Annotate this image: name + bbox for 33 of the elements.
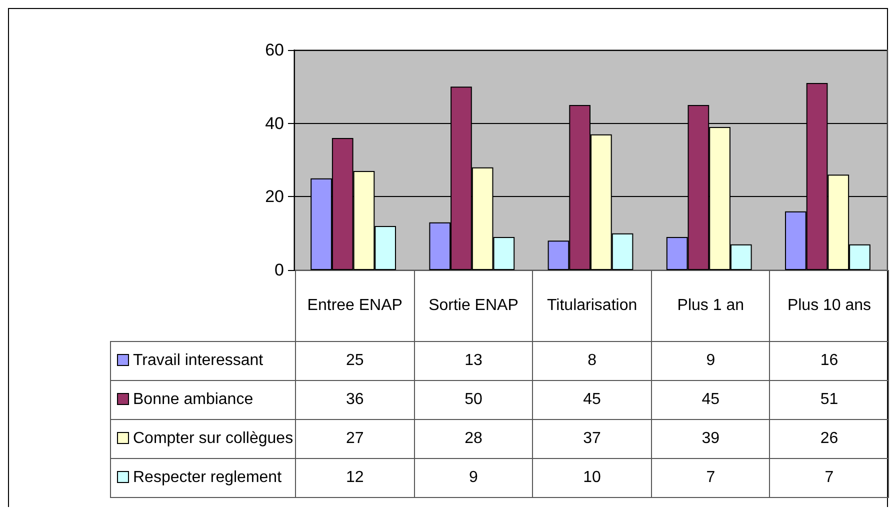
- y-tick-label: 20: [265, 187, 284, 206]
- data-label: 36: [296, 380, 414, 420]
- x-tick-label: Titularisation: [532, 270, 652, 342]
- data-label: 12: [296, 458, 414, 498]
- x-tick-label: Sortie ENAP: [414, 270, 533, 342]
- legend-label: Compter sur collègues: [110, 420, 296, 458]
- y-tick-label: 40: [265, 114, 284, 133]
- x-tick-label: Plus 1 an: [651, 270, 770, 342]
- data-label: 16: [770, 342, 889, 380]
- data-label: 7: [651, 458, 770, 498]
- data-label: 10: [532, 458, 652, 498]
- data-label: 13: [414, 342, 533, 380]
- y-tick-label: 0: [274, 260, 284, 280]
- data-label: 28: [414, 420, 533, 458]
- data-label: 37: [532, 420, 652, 458]
- data-label: 7: [770, 458, 889, 498]
- data-label: 9: [414, 458, 533, 498]
- data-label: 9: [651, 342, 770, 380]
- data-label: 45: [532, 380, 652, 420]
- data-label: 39: [651, 420, 770, 458]
- data-label: 51: [770, 380, 889, 420]
- data-label: 50: [414, 380, 533, 420]
- x-tick-label: Entree ENAP: [296, 270, 414, 342]
- legend-label: Respecter reglement: [110, 458, 296, 498]
- data-label: 8: [532, 342, 652, 380]
- legend-label: Travail interessant: [110, 342, 296, 380]
- data-label: 25: [296, 342, 414, 380]
- x-tick-label: Plus 10 ans: [770, 270, 889, 342]
- y-tick-label: 60: [265, 40, 284, 60]
- data-label: 27: [296, 420, 414, 458]
- legend-label: Bonne ambiance: [110, 380, 296, 420]
- data-label: 45: [651, 380, 770, 420]
- data-label: 26: [770, 420, 889, 458]
